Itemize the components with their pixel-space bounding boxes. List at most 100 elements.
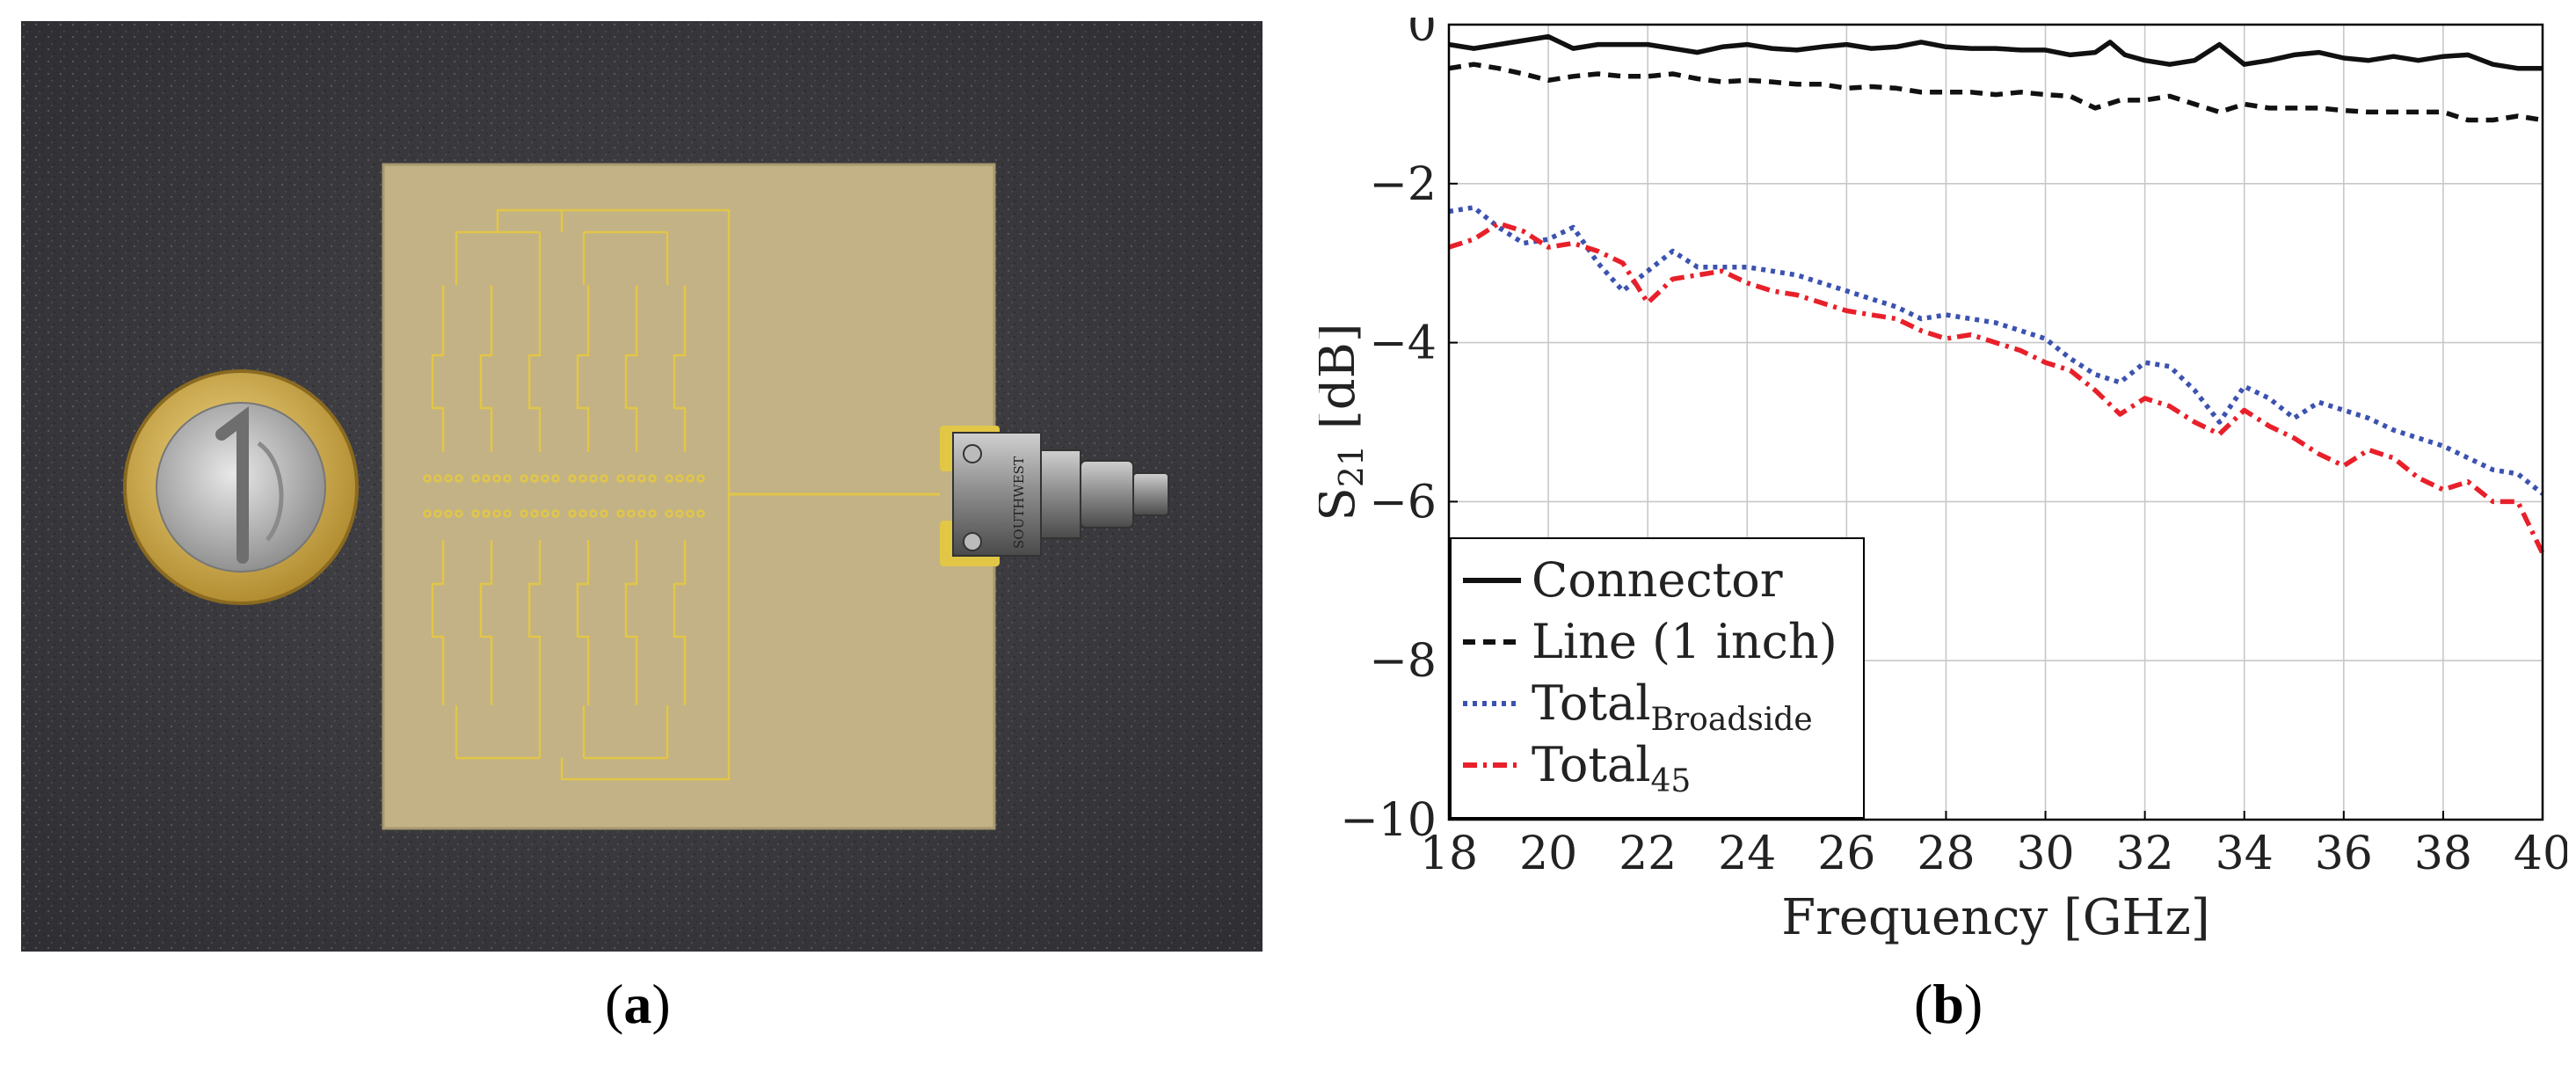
x-tick-label: 22: [1619, 828, 1677, 880]
radiator-element: [471, 509, 480, 518]
panel-label-a-open: (: [605, 973, 624, 1035]
radiator-trace-lower: [673, 540, 687, 705]
x-tick-label: 32: [2116, 828, 2174, 880]
tick-labels: 18 20 22 24 26 28 30 32 34 36 38 40 0 −2 −4 −6 −8 −10: [1340, 0, 2572, 880]
radiator-trace-upper: [479, 285, 493, 452]
radiator-element: [433, 474, 442, 483]
y-tick-label: −2: [1369, 158, 1437, 211]
feed-network-traces: [423, 208, 731, 781]
radiator-element: [444, 509, 453, 518]
panel-label-b-letter: b: [1932, 973, 1964, 1035]
legend-label-main: Connector: [1532, 552, 1783, 608]
feed-trace: [455, 208, 731, 781]
x-tick-label: 36: [2315, 828, 2373, 880]
radiator-element: [696, 474, 705, 483]
photo-canvas: SOUTHWEST: [21, 21, 1263, 952]
legend-label-sub: Broadside: [1651, 702, 1813, 738]
x-tick-label: 26: [1817, 828, 1875, 880]
radiator-element: [637, 474, 646, 483]
euro-coin: [123, 369, 359, 605]
radiator-element: [568, 474, 577, 483]
sma-connector: SOUTHWEST: [940, 426, 1169, 566]
radiator-element: [616, 509, 625, 518]
radiator-element: [616, 474, 625, 483]
legend-label-4: Total45: [1532, 737, 1691, 799]
radiator-element: [686, 509, 695, 518]
radiator-element: [530, 474, 539, 483]
y-axis-label-sub: 21: [1332, 445, 1371, 487]
radiator-element: [520, 474, 528, 483]
legend-label-main: Line (1 inch): [1532, 614, 1837, 669]
radiator-trace-lower: [528, 540, 542, 705]
series-line-4: [1448, 221, 2545, 555]
radiator-element: [579, 474, 587, 483]
radiator-element: [541, 474, 549, 483]
radiator-element: [696, 509, 705, 518]
legend-label-main: Total: [1532, 737, 1651, 792]
s21-chart: 18 20 22 24 26 28 30 32 34 36 38 40 0 −2 −4 −6 −8 −10 Fre…: [1309, 0, 2572, 950]
legend-label-1: Connector: [1532, 552, 1783, 608]
radiator-element: [637, 509, 646, 518]
panel-label-b-close: ): [1963, 973, 1983, 1035]
x-tick-label: 30: [2016, 828, 2074, 880]
radiator-element: [665, 509, 673, 518]
radiator-element: [455, 509, 463, 518]
legend-label-3: TotalBroadside: [1532, 675, 1813, 738]
radiator-element: [482, 509, 491, 518]
radiator-element: [686, 474, 695, 483]
radiator-element: [482, 474, 491, 483]
radiator-trace-upper: [576, 285, 590, 452]
series-line-3: [1448, 205, 2544, 496]
radiator-trace-lower: [431, 540, 445, 705]
x-tick-label: 18: [1420, 828, 1478, 880]
y-tick-label: 0: [1408, 18, 1437, 52]
y-tick-label: −6: [1369, 476, 1437, 529]
radiator-trace-upper: [673, 285, 687, 452]
panel-label-b-open: (: [1914, 973, 1933, 1035]
radiator-element: [455, 474, 463, 483]
radiator-element: [520, 509, 528, 518]
radiator-element: [471, 474, 480, 483]
radiator-trace-lower: [576, 540, 590, 705]
legend-label-main: Total: [1532, 675, 1651, 731]
panel-label-b: (b): [1914, 972, 1983, 1037]
panel-label-a-close: ): [651, 973, 671, 1035]
radiator-element: [530, 509, 539, 518]
x-tick-label: 24: [1718, 828, 1776, 880]
legend-label-2: Line (1 inch): [1532, 614, 1837, 669]
radiator-trace-upper: [528, 285, 542, 452]
radiator-element: [568, 509, 577, 518]
legend: Connector Line (1 inch) TotalBroadsideTota…: [1450, 537, 1865, 819]
series-lines: [1448, 33, 2545, 555]
series-line-2: [1448, 62, 2543, 123]
radiator-element: [541, 509, 549, 518]
series-line-1: [1448, 33, 2543, 71]
radiator-element: [648, 474, 657, 483]
radiator-element: [423, 509, 432, 518]
radiator-element: [551, 474, 560, 483]
panel-label-a-letter: a: [623, 973, 652, 1035]
radiator-element: [600, 474, 608, 483]
plot-frame: [1447, 23, 2544, 821]
x-tick-label: 34: [2216, 828, 2274, 880]
legend-box: [1450, 537, 1865, 819]
x-tick-label: 38: [2414, 828, 2472, 880]
panel-label-a: (a): [605, 972, 671, 1037]
radiator-element: [665, 474, 673, 483]
radiator-element: [492, 474, 501, 483]
y-axis-label: S21 [dB]: [1319, 323, 1371, 521]
radiator-element: [589, 474, 598, 483]
y-axis-label-main: S: [1319, 487, 1366, 521]
radiator-element: [627, 474, 636, 483]
radiator-element: [423, 474, 432, 483]
radiator-element: [444, 474, 453, 483]
radiator-element: [627, 509, 636, 518]
radiator-element: [579, 509, 587, 518]
connector-marking: SOUTHWEST: [1011, 456, 1027, 549]
radiator-trace-upper: [624, 285, 638, 452]
radiator-element: [675, 509, 684, 518]
y-tick-label: −10: [1340, 794, 1437, 847]
y-tick-label: −4: [1369, 317, 1437, 370]
y-axis-label-unit: [dB]: [1319, 323, 1366, 445]
radiator-element: [600, 509, 608, 518]
